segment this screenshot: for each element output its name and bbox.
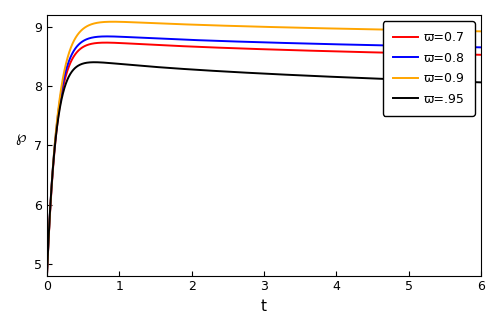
- ϖ=0.9: [44, 270, 50, 274]
- Line: ϖ=0.8: ϖ=0.8: [47, 37, 481, 272]
- ϖ=0.7: [44, 270, 50, 274]
- ϖ=.95: [401, 78, 407, 82]
- ϖ=0.9: [368, 27, 374, 31]
- ϖ=.95: [123, 63, 129, 66]
- ϖ=0.8: [326, 42, 332, 46]
- ϖ=0.8: [368, 43, 374, 47]
- ϖ=.95: [478, 80, 484, 84]
- ϖ=0.8: [210, 39, 216, 43]
- Y-axis label: ℘: ℘: [15, 130, 26, 145]
- ϖ=0.9: [478, 29, 484, 33]
- ϖ=0.9: [123, 20, 129, 24]
- Line: ϖ=0.9: ϖ=0.9: [47, 22, 481, 272]
- ϖ=0.9: [401, 28, 407, 32]
- ϖ=0.8: [104, 35, 110, 38]
- ϖ=0.9: [304, 26, 310, 30]
- ϖ=0.7: [123, 41, 129, 45]
- ϖ=.95: [210, 69, 216, 73]
- X-axis label: t: t: [261, 299, 267, 314]
- ϖ=0.8: [304, 41, 310, 45]
- ϖ=0.9: [326, 26, 332, 30]
- ϖ=0.7: [304, 49, 310, 53]
- ϖ=.95: [92, 60, 98, 64]
- ϖ=.95: [326, 75, 332, 79]
- Line: ϖ=0.7: ϖ=0.7: [47, 43, 481, 272]
- ϖ=0.9: [110, 20, 116, 24]
- ϖ=0.8: [123, 35, 129, 39]
- ϖ=0.8: [44, 270, 50, 274]
- ϖ=0.7: [326, 49, 332, 53]
- Legend: ϖ=0.7, ϖ=0.8, ϖ=0.9, ϖ=.95: ϖ=0.7, ϖ=0.8, ϖ=0.9, ϖ=.95: [382, 21, 475, 116]
- ϖ=.95: [44, 270, 50, 274]
- ϖ=0.8: [401, 44, 407, 48]
- Line: ϖ=.95: ϖ=.95: [47, 62, 481, 272]
- ϖ=0.7: [368, 50, 374, 54]
- ϖ=0.7: [103, 41, 109, 45]
- ϖ=0.7: [401, 51, 407, 55]
- ϖ=0.8: [478, 45, 484, 49]
- ϖ=0.7: [210, 45, 216, 49]
- ϖ=.95: [304, 74, 310, 78]
- ϖ=0.9: [210, 23, 216, 27]
- ϖ=0.7: [478, 53, 484, 57]
- ϖ=.95: [368, 76, 374, 80]
